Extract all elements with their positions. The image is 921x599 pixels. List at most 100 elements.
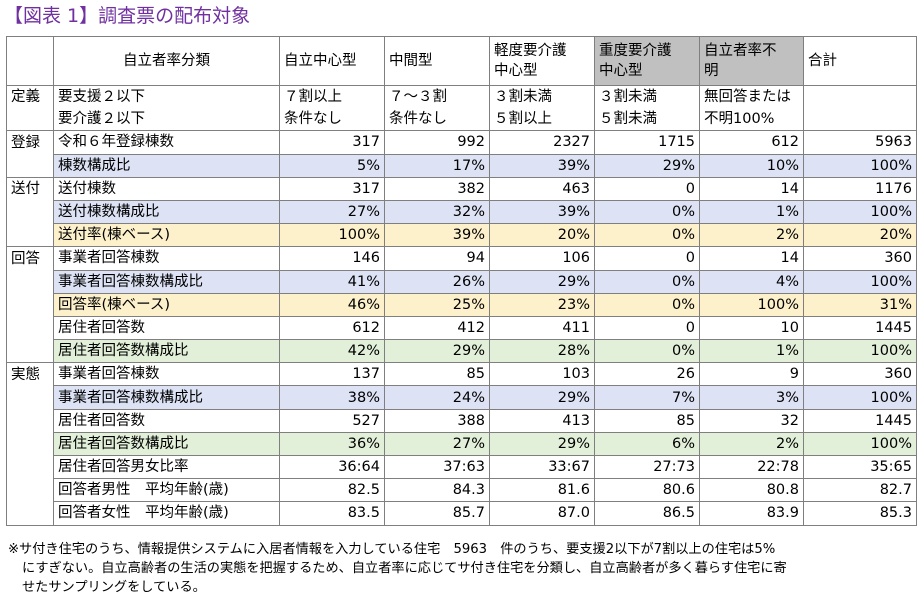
value-cell: 42% bbox=[279, 339, 385, 364]
value-cell: 106 bbox=[489, 246, 595, 271]
footnote: ※サ付き住宅のうち、情報提供システムに入居者情報を入力している住宅 5963 件… bbox=[8, 540, 914, 597]
row-label: 回答者女性 平均年齢(歳) bbox=[53, 501, 280, 526]
row-label: 送付棟数 bbox=[53, 176, 280, 201]
value-cell: 0% bbox=[594, 292, 700, 317]
definition-empty-cell bbox=[803, 108, 917, 132]
value-cell: 94 bbox=[384, 246, 490, 271]
value-cell: 4% bbox=[699, 269, 804, 294]
definition-cell: 無回答または bbox=[699, 85, 804, 109]
header-col-light-care: 軽度要介護 中心型 bbox=[489, 36, 595, 86]
value-cell: 29% bbox=[594, 153, 700, 178]
value-cell: 527 bbox=[279, 408, 385, 433]
header-col-unknown: 自立者率不 明 bbox=[699, 36, 804, 86]
value-cell: 2% bbox=[699, 431, 804, 457]
definition-cell: ５割未満 bbox=[594, 108, 700, 132]
value-cell: 100% bbox=[803, 269, 917, 294]
definition-cell: ５割以上 bbox=[489, 108, 595, 132]
value-cell: 37:63 bbox=[384, 454, 490, 480]
value-cell: 5% bbox=[279, 153, 385, 178]
row-label: 事業者回答棟数 bbox=[53, 362, 280, 387]
value-cell: 103 bbox=[489, 362, 595, 387]
value-cell: 317 bbox=[279, 176, 385, 201]
row-label: 事業者回答棟数構成比 bbox=[53, 385, 280, 410]
value-cell: 39% bbox=[489, 199, 595, 225]
value-cell: 1445 bbox=[803, 315, 917, 341]
value-cell: 100% bbox=[803, 339, 917, 364]
value-cell: 0% bbox=[594, 223, 700, 248]
value-cell: 80.6 bbox=[594, 478, 700, 503]
value-cell: 137 bbox=[279, 362, 385, 387]
header-corner-cell bbox=[6, 36, 54, 86]
value-cell: 388 bbox=[384, 408, 490, 433]
section-label-spacer bbox=[6, 501, 54, 526]
value-cell: 39% bbox=[489, 153, 595, 178]
value-cell: 82.5 bbox=[279, 478, 385, 503]
value-cell: 2327 bbox=[489, 130, 595, 155]
value-cell: 33:67 bbox=[489, 454, 595, 480]
value-cell: 36% bbox=[279, 431, 385, 457]
value-cell: 25% bbox=[384, 292, 490, 317]
table-row: 回答 事業者回答棟数 146 94 106 0 14 360 bbox=[6, 246, 917, 271]
value-cell: 23% bbox=[489, 292, 595, 317]
value-cell: 29% bbox=[384, 339, 490, 364]
header-col-heavy-care-line1: 重度要介護 bbox=[599, 43, 672, 59]
value-cell: 1445 bbox=[803, 408, 917, 433]
row-label: 送付棟数構成比 bbox=[53, 199, 280, 225]
value-cell: 2% bbox=[699, 223, 804, 248]
value-cell: 87.0 bbox=[489, 501, 595, 526]
value-cell: 80.8 bbox=[699, 478, 804, 503]
definition-empty-cell bbox=[803, 85, 917, 109]
definition-row-1: 定義 要支援２以下 ７割以上 ７～３割 ３割未満 ３割未満 無回答または bbox=[6, 85, 917, 109]
distribution-table: 自立者率分類 自立中心型 中間型 軽度要介護 中心型 重度要介護 中心型 自立者… bbox=[6, 36, 917, 526]
value-cell: 28% bbox=[489, 339, 595, 364]
value-cell: 14 bbox=[699, 176, 804, 201]
definition-cell: ３割未満 bbox=[489, 85, 595, 109]
section-label-spacer bbox=[6, 316, 54, 340]
row-label: 送付率(棟ベース) bbox=[53, 223, 280, 248]
value-cell: 35:65 bbox=[803, 454, 917, 480]
section-label-spacer bbox=[6, 478, 54, 502]
value-cell: 992 bbox=[384, 130, 490, 155]
definition-cell: ７割以上 bbox=[279, 85, 385, 109]
value-cell: 1% bbox=[699, 199, 804, 225]
value-cell: 31% bbox=[803, 292, 917, 317]
section-label-spacer bbox=[6, 200, 54, 224]
value-cell: 41% bbox=[279, 269, 385, 294]
value-cell: 146 bbox=[279, 246, 385, 271]
value-cell: 85 bbox=[594, 408, 700, 433]
table-row: 登録 令和６年登録棟数 317 992 2327 1715 612 5963 bbox=[6, 130, 917, 155]
value-cell: 0 bbox=[594, 246, 700, 271]
table-row: 棟数構成比 5% 17% 39% 29% 10% 100% bbox=[6, 153, 917, 178]
value-cell: 412 bbox=[384, 315, 490, 341]
page-title: 【図表 1】調査票の配布対象 bbox=[4, 5, 251, 27]
value-cell: 26 bbox=[594, 362, 700, 387]
value-cell: 5963 bbox=[803, 130, 917, 155]
definition-cell: ３割未満 bbox=[594, 85, 700, 109]
section-label-spacer bbox=[6, 154, 54, 178]
value-cell: 6% bbox=[594, 431, 700, 457]
row-label: 回答率(棟ベース) bbox=[53, 292, 280, 317]
value-cell: 100% bbox=[279, 223, 385, 248]
value-cell: 20% bbox=[489, 223, 595, 248]
value-cell: 10% bbox=[699, 153, 804, 178]
value-cell: 83.9 bbox=[699, 501, 804, 526]
value-cell: 3% bbox=[699, 385, 804, 410]
value-cell: 27% bbox=[384, 431, 490, 457]
value-cell: 20% bbox=[803, 223, 917, 248]
value-cell: 29% bbox=[489, 431, 595, 457]
section-label-spacer bbox=[6, 455, 54, 479]
header-col-intermediate: 中間型 bbox=[384, 36, 490, 86]
value-cell: 360 bbox=[803, 362, 917, 387]
value-cell: 32% bbox=[384, 199, 490, 225]
value-cell: 100% bbox=[803, 199, 917, 225]
value-cell: 100% bbox=[803, 385, 917, 410]
value-cell: 32 bbox=[699, 408, 804, 433]
value-cell: 0% bbox=[594, 269, 700, 294]
section-label: 登録 bbox=[6, 130, 54, 155]
header-row: 自立者率分類 自立中心型 中間型 軽度要介護 中心型 重度要介護 中心型 自立者… bbox=[6, 36, 917, 86]
table-row: 送付率(棟ベース) 100% 39% 20% 0% 2% 20% bbox=[6, 223, 917, 248]
section-label-spacer bbox=[6, 108, 54, 132]
definition-row-2: 要介護２以下 条件なし 条件なし ５割以上 ５割未満 不明100% bbox=[6, 108, 917, 132]
value-cell: 84.3 bbox=[384, 478, 490, 503]
section-label: 実態 bbox=[6, 362, 54, 386]
